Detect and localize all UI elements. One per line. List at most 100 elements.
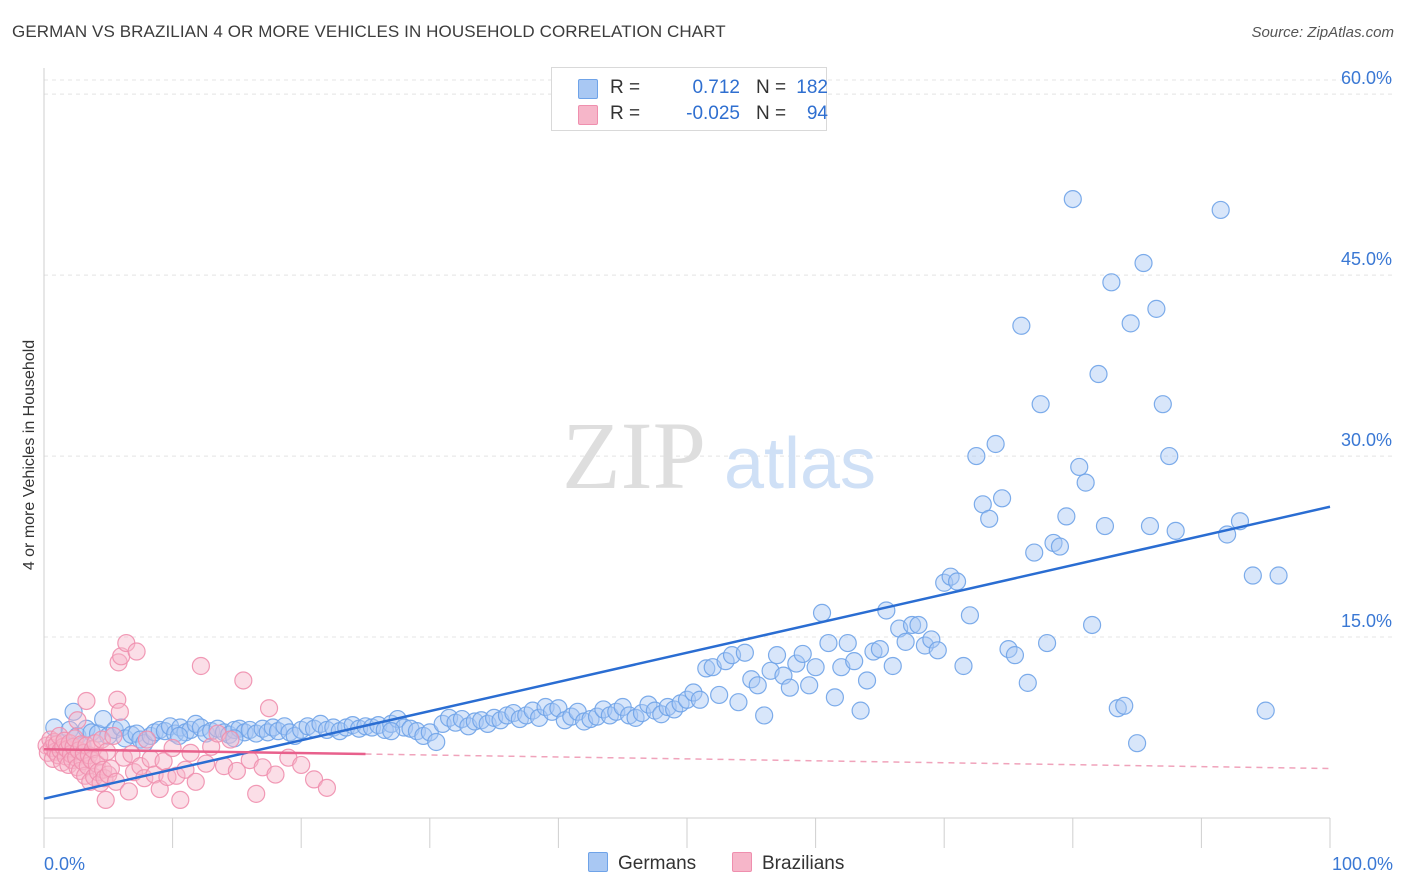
german-point [825, 688, 844, 707]
brazilian-point [104, 726, 123, 746]
german-point [1269, 566, 1288, 585]
watermark-atlas: atlas [724, 424, 876, 504]
german-point [857, 671, 877, 690]
german-point [1102, 273, 1121, 292]
german-point [697, 659, 716, 678]
german-point [992, 489, 1012, 508]
trend-lines [43, 505, 1331, 800]
brazilian-point [131, 757, 150, 776]
german-point [587, 707, 607, 726]
brazilian-point [186, 772, 205, 791]
bottom-legend-swatch-brazilians [732, 852, 752, 872]
brazilian-point [317, 778, 337, 797]
german-point [1243, 566, 1262, 585]
german-point [767, 646, 787, 665]
german-point [1037, 633, 1057, 653]
brazilian-point [259, 699, 279, 718]
german-point [1070, 457, 1089, 477]
german-point [1089, 364, 1108, 384]
brazilian-point [96, 790, 115, 810]
german-point [1095, 516, 1115, 536]
german-point [1082, 615, 1102, 635]
german-point [1050, 537, 1070, 556]
german-point [986, 434, 1005, 454]
source-label: Source: ZipAtlas.com [1251, 24, 1394, 41]
brazilian-point [266, 765, 285, 784]
y-tick-label: 30.0% [1341, 430, 1392, 450]
german-point [896, 632, 915, 651]
german-point [1025, 543, 1044, 562]
german-point [420, 723, 439, 742]
german-point [382, 722, 401, 741]
x-tick-label: 100.0% [1332, 854, 1393, 874]
brazilian-point [137, 730, 156, 749]
german-point [1063, 189, 1082, 209]
legend-r-value: 0.712 [692, 77, 740, 98]
watermark: ZIP atlas [562, 402, 876, 509]
german-point [922, 630, 941, 649]
y-tick-label: 60.0% [1341, 68, 1392, 88]
brazilian-point [97, 742, 117, 761]
german-point [1005, 646, 1025, 665]
trend-line-extension [365, 753, 1331, 770]
correlation-legend: R = 0.712 N = 182 R = -0.025 N = 94 [551, 67, 828, 131]
bottom-legend-label-brazilians: Brazilians [762, 853, 845, 874]
german-point [1127, 734, 1147, 753]
german-point [845, 652, 864, 671]
german-point [928, 641, 947, 660]
german-point [812, 603, 832, 623]
brazilian-point [163, 738, 182, 758]
brazilian-point [304, 770, 324, 789]
german-point [793, 644, 812, 664]
brazilian-point [234, 671, 253, 690]
x-tick-label: 0.0% [44, 854, 85, 874]
chart-title: GERMAN VS BRAZILIAN 4 OR MORE VEHICLES I… [12, 22, 726, 41]
german-point [1121, 314, 1140, 333]
bottom-legend-label-germans: Germans [618, 853, 697, 874]
german-point [690, 690, 709, 709]
bottom-legend-swatch-germans [588, 852, 608, 872]
brazilian-point [77, 691, 96, 711]
german-point [94, 709, 113, 729]
german-point [1076, 473, 1095, 492]
german-point [1012, 316, 1031, 335]
german-point [967, 446, 986, 466]
german-point [684, 683, 703, 702]
german-point [819, 633, 838, 653]
german-point [1153, 395, 1172, 414]
german-point [1160, 446, 1179, 466]
german-point [677, 690, 697, 709]
legend-r-label: R = [610, 103, 641, 124]
german-point [947, 572, 967, 591]
german-point [427, 732, 446, 752]
german-trend-line [43, 505, 1331, 800]
bottom-legend-germans: Germans [588, 852, 696, 875]
german-point [806, 658, 825, 677]
legend-swatch-germans [578, 79, 598, 99]
german-point [1134, 253, 1153, 273]
brazilian-point [247, 784, 266, 803]
german-point [729, 693, 748, 712]
brazilian-point [68, 711, 87, 730]
y-tick-label: 15.0% [1341, 611, 1392, 631]
brazilian-trend-line [43, 747, 366, 756]
legend-n-value: 182 [796, 77, 828, 98]
legend-n-label: N = [756, 77, 787, 98]
legend-r-label: R = [610, 77, 641, 98]
german-point [980, 509, 999, 528]
watermark-zip: ZIP [562, 402, 706, 509]
brazilian-point [110, 702, 129, 721]
german-point [902, 615, 922, 635]
brazilian-point [119, 782, 138, 801]
german-point [883, 656, 902, 676]
brazilian-point [221, 730, 240, 749]
german-point [748, 676, 767, 695]
german-point [877, 601, 896, 620]
german-point [851, 701, 870, 720]
legend-r-value: -0.025 [686, 103, 740, 124]
german-point [838, 633, 857, 653]
legend-n-value: 94 [806, 103, 828, 124]
brazilian-point [167, 766, 186, 785]
grid-lines [44, 79, 1394, 638]
german-point [755, 706, 774, 725]
